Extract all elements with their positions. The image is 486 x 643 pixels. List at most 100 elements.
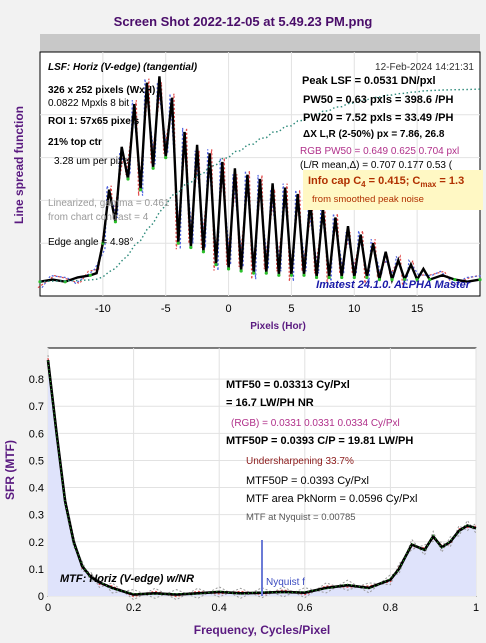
lsf-left-info-line: 3.28 um per pixel [54, 156, 131, 167]
lsf-point [352, 275, 356, 280]
info-cap-box [303, 170, 483, 210]
lsf-right-info-line: RGB PW50 = 0.649 0.625 0.704 pxl [300, 146, 459, 157]
lsf-point [289, 273, 294, 277]
mtf-x-tick: 0.2 [126, 602, 141, 614]
lsf-x-tick: 10 [348, 303, 360, 315]
lsf-x-tick: 15 [411, 303, 423, 315]
mtf-info-line: MTF50P = 0.0393 C/P = 19.81 LW/PH [226, 435, 413, 447]
lsf-point [453, 277, 457, 282]
lsf-point [402, 277, 407, 282]
mtf-info-line: = 16.7 LW/PH NR [226, 397, 314, 409]
imatest-watermark: Imatest 24.1.0. ALPHA Master [316, 279, 471, 291]
lsf-x-tick: 5 [288, 303, 294, 315]
lsf-left-info-line: 0.0822 Mpxls 8 bit [48, 98, 129, 109]
lsf-point [239, 269, 243, 273]
lsf-timestamp: 12-Feb-2024 14:21:31 [375, 62, 474, 73]
mtf-y-axis-label: SFR (MTF) [3, 440, 17, 500]
info-cap-note: from smoothed peak noise [312, 194, 424, 205]
window-title: Screen Shot 2022-12-05 at 5.49.23 PM.png [114, 14, 373, 29]
lsf-right-info-line: ΔX L,R (2-50%) px = 7.86, 26.8 [303, 129, 445, 140]
mtf-y-tick: 0.8 [29, 374, 44, 386]
lsf-cumulative-edge-line [39, 88, 481, 283]
mtf-info-text: MTF50 = 0.03313 Cy/Pxl = 16.7 LW/PH NR (RG… [226, 379, 417, 523]
lsf-grid [40, 52, 480, 296]
mtf-panel: MTF50 = 0.03313 Cy/Pxl = 16.7 LW/PH NR (RG… [3, 347, 479, 637]
lsf-x-tick: -10 [95, 303, 111, 315]
mtf-info-line: MTF area PkNorm = 0.0596 Cy/Pxl [246, 493, 417, 505]
lsf-left-info-line: Linearized, gamma = 0.461 [48, 198, 170, 209]
mtf-y-tick: 0 [38, 591, 44, 603]
lsf-point [176, 241, 180, 245]
mtf-info-line: MTF at Nyquist = 0.00785 [246, 512, 356, 523]
lsf-point [113, 220, 118, 224]
lsf-right-info-line: (L/R mean,Δ) = 0.707 0.177 0.53 ( [300, 160, 453, 171]
lsf-point [264, 271, 268, 275]
mtf-info-line: Undersharpening 33.7% [246, 456, 354, 467]
mtf-y-tick-labels: 0 0.1 0.2 0.3 0.4 0.5 0.6 0.7 0.8 [29, 374, 44, 603]
mtf-y-tick: 0.1 [29, 564, 44, 576]
lsf-left-info-line: 326 x 252 pixels (WxH) [48, 85, 155, 96]
mtf-info-line: MTF50P = 0.0393 Cy/Pxl [246, 475, 369, 487]
lsf-point [164, 156, 168, 160]
info-cap-text: Info cap C4 = 0.415; Cmax = 1.3 [308, 175, 464, 189]
lsf-point [252, 271, 256, 275]
lsf-left-info-line: 21% top ctr [48, 137, 102, 148]
lsf-point [277, 273, 281, 277]
lsf-x-tick: -5 [161, 303, 171, 315]
lsf-right-info-line: PW20 = 7.52 pxls = 33.49 /PH [303, 112, 453, 124]
nyquist-label: Nyquist f [266, 577, 305, 588]
lsf-point [340, 275, 344, 280]
lsf-left-info-line: ROI 1: 57x65 pixels [48, 116, 140, 127]
lsf-point [415, 277, 419, 282]
mtf-y-tick: 0.2 [29, 537, 44, 549]
mtf-info-line: (RGB) = 0.0331 0.0331 0.0334 Cy/Pxl [231, 418, 400, 429]
lsf-point [88, 273, 92, 277]
lsf-point [302, 273, 306, 277]
lsf-right-info: Peak LSF = 0.0531 DN/pxl PW50 = 0.63 pxls… [300, 75, 459, 171]
mtf-x-tick: 0.8 [383, 602, 398, 614]
lsf-point [428, 277, 432, 282]
mtf-x-tick: 0 [45, 602, 51, 614]
lsf-line [39, 76, 481, 285]
lsf-panel: 12-Feb-2024 14:21:31 LSF: Horiz (V-edge)… [12, 34, 483, 332]
mtf-y-tick: 0.6 [29, 428, 44, 440]
lsf-y-axis-label: Line spread function [12, 106, 26, 224]
lsf-x-tick-labels: -10 -5 0 5 10 15 [95, 303, 423, 315]
mtf-area-fill [48, 360, 476, 596]
mtf-curves [46, 355, 477, 601]
lsf-left-info-line: LSF: Horiz (V-edge) (tangential) [48, 62, 198, 73]
mtf-y-tick: 0.4 [29, 483, 44, 495]
lsf-point [314, 275, 319, 280]
mtf-y-tick: 0.7 [29, 401, 44, 413]
lsf-x-tick: 0 [226, 303, 232, 315]
lsf-x-axis-label: Pixels (Hor) [250, 321, 306, 332]
mtf-y-tick: 0.3 [29, 510, 44, 522]
lsf-top-band [40, 34, 480, 52]
lsf-point [126, 177, 130, 181]
lsf-point [390, 277, 394, 282]
lsf-blue-channel-line [41, 78, 483, 289]
lsf-left-info-line: Edge angle = 4.98° [48, 237, 133, 248]
lsf-point [214, 263, 218, 267]
lsf-point [478, 277, 482, 282]
lsf-left-info-line: from chart contrast = 4 [48, 212, 149, 223]
mtf-x-tick: 0.6 [297, 602, 312, 614]
lsf-point [226, 267, 231, 271]
lsf-point [151, 166, 155, 170]
mtf-y-tick: 0.5 [29, 455, 44, 467]
mtf-x-axis-label: Frequency, Cycles/Pixel [194, 623, 331, 637]
mtf-green-channel-line [47, 361, 477, 595]
lsf-point [201, 250, 206, 254]
lsf-right-info-line: PW50 = 0.63 pxls = 398.6 /PH [303, 94, 453, 106]
lsf-point [377, 277, 382, 282]
lsf-left-info: LSF: Horiz (V-edge) (tangential) 326 x 25… [48, 62, 198, 248]
lsf-point [101, 241, 105, 245]
mtf-x-tick-labels: 0 0.2 0.4 0.6 0.8 1 [45, 602, 479, 614]
lsf-right-info-line: Peak LSF = 0.0531 DN/pxl [302, 75, 436, 87]
mtf-lower-bound-line [47, 365, 477, 599]
mtf-x-tick: 0.4 [212, 602, 227, 614]
lsf-curves [37, 76, 483, 289]
mtf-legend: MTF: Horiz (V-edge) w/NR [60, 573, 194, 585]
lsf-point [365, 275, 369, 280]
